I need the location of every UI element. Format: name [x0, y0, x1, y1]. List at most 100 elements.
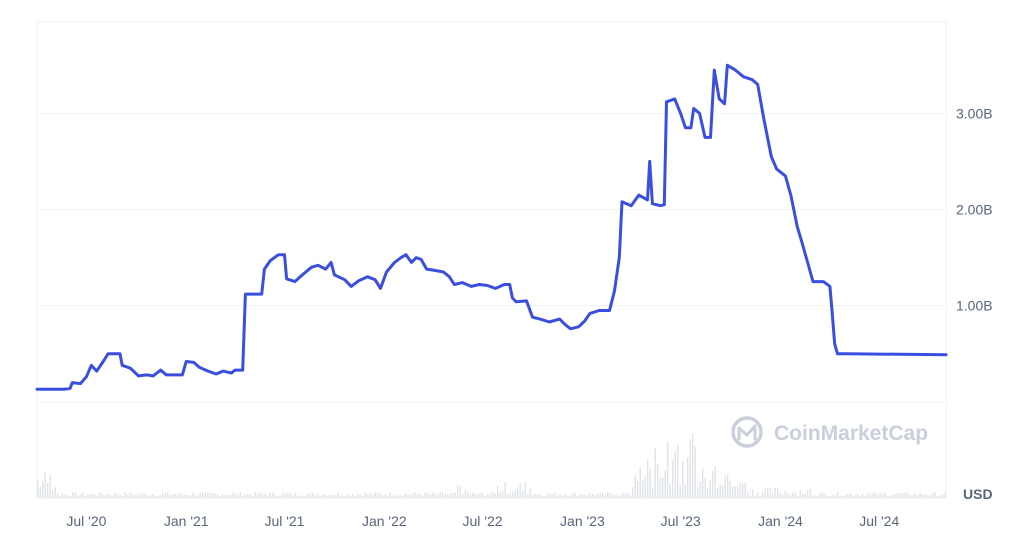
volume-bar: [217, 493, 219, 498]
volume-bar: [92, 493, 94, 498]
volume-bar: [882, 493, 884, 498]
volume-bar: [844, 495, 846, 498]
volume-bar: [402, 495, 404, 498]
volume-bar: [742, 483, 744, 498]
volume-bar: [487, 494, 489, 498]
volume-bar: [767, 487, 769, 498]
volume-bar: [437, 494, 439, 498]
volume-bar: [129, 492, 131, 498]
volume-bar: [299, 495, 301, 498]
volume-bar: [202, 492, 204, 498]
volume-bar: [89, 493, 91, 498]
volume-bar: [297, 495, 299, 498]
volume-bar: [829, 495, 831, 498]
volume-bar: [497, 485, 499, 498]
volume-bar: [842, 495, 844, 498]
volume-bar: [719, 484, 721, 498]
volume-bar: [199, 492, 201, 498]
volume-bar: [292, 495, 294, 498]
volume-bar: [647, 460, 649, 498]
volume-bar: [209, 492, 211, 498]
volume-bar: [337, 492, 339, 498]
volume-bar: [52, 490, 54, 498]
volume-bar: [677, 445, 679, 498]
volume-bar: [597, 493, 599, 498]
volume-bar: [47, 483, 49, 498]
volume-bar: [879, 492, 881, 498]
volume-bar: [939, 494, 941, 498]
volume-bar: [804, 493, 806, 498]
volume-bar: [382, 494, 384, 498]
volume-bar: [649, 468, 651, 498]
volume-bar: [892, 494, 894, 498]
volume-bar: [574, 492, 576, 498]
volume-bar: [327, 495, 329, 498]
volume-bar: [404, 493, 406, 498]
volume-bar: [112, 495, 114, 498]
volume-bar: [849, 493, 851, 498]
volume-bar: [899, 493, 901, 498]
x-tick-label: Jan '23: [560, 513, 605, 529]
volume-bar: [72, 492, 74, 498]
volume-bar: [227, 495, 229, 498]
watermark-text: CoinMarketCap: [774, 422, 928, 445]
volume-bar: [157, 495, 159, 498]
volume-bar: [554, 492, 556, 498]
volume-bar: [459, 486, 461, 498]
volume-bar: [894, 494, 896, 498]
volume-bar: [549, 494, 551, 498]
volume-bar: [749, 496, 751, 498]
volume-bar: [354, 495, 356, 498]
volume-bar: [919, 492, 921, 498]
volume-bar: [812, 495, 814, 498]
volume-bar: [422, 495, 424, 498]
volume-bar: [234, 493, 236, 498]
volume-bar: [509, 492, 511, 498]
volume-bar: [507, 494, 509, 498]
volume-bar: [532, 495, 534, 498]
volume-bar: [294, 492, 296, 498]
volume-bar: [482, 493, 484, 498]
volume-bar: [427, 493, 429, 498]
volume-bar: [734, 486, 736, 498]
volume-bar: [874, 492, 876, 498]
volume-bar: [277, 495, 279, 498]
volume-bar: [439, 492, 441, 498]
volume-bar: [79, 494, 81, 498]
volume-bar: [42, 480, 44, 498]
volume-bar: [922, 494, 924, 498]
volume-bar: [187, 494, 189, 498]
volume-bar: [607, 492, 609, 498]
volume-bar: [409, 494, 411, 498]
volume-bar: [944, 492, 946, 498]
volume-bar: [634, 475, 636, 498]
volume-bar: [462, 494, 464, 498]
volume-bar: [927, 495, 929, 498]
volume-bar: [457, 485, 459, 498]
volume-bar: [432, 492, 434, 498]
volume-bar: [789, 495, 791, 498]
x-tick-label: Jul '22: [463, 513, 503, 529]
volume-bar: [934, 492, 936, 498]
volume-bar: [704, 478, 706, 498]
volume-bar: [847, 493, 849, 498]
volume-bar: [557, 495, 559, 498]
volume-bar: [274, 494, 276, 498]
volume-bar: [547, 493, 549, 498]
volume-bar: [862, 494, 864, 498]
volume-bar: [172, 494, 174, 498]
volume-bar: [57, 493, 59, 498]
volume-bar: [332, 495, 334, 498]
volume-bar: [887, 495, 889, 498]
volume-bar: [512, 491, 514, 498]
volume-bar: [564, 494, 566, 498]
volume-bar: [619, 495, 621, 498]
volume-bar: [624, 493, 626, 498]
volume-bar: [637, 480, 639, 498]
volume-bar: [752, 489, 754, 498]
volume-bar: [682, 461, 684, 498]
volume-bar: [114, 492, 116, 498]
y-tick-label: 1.00B: [956, 298, 993, 314]
volume-bar: [707, 488, 709, 498]
volume-bar: [229, 494, 231, 498]
